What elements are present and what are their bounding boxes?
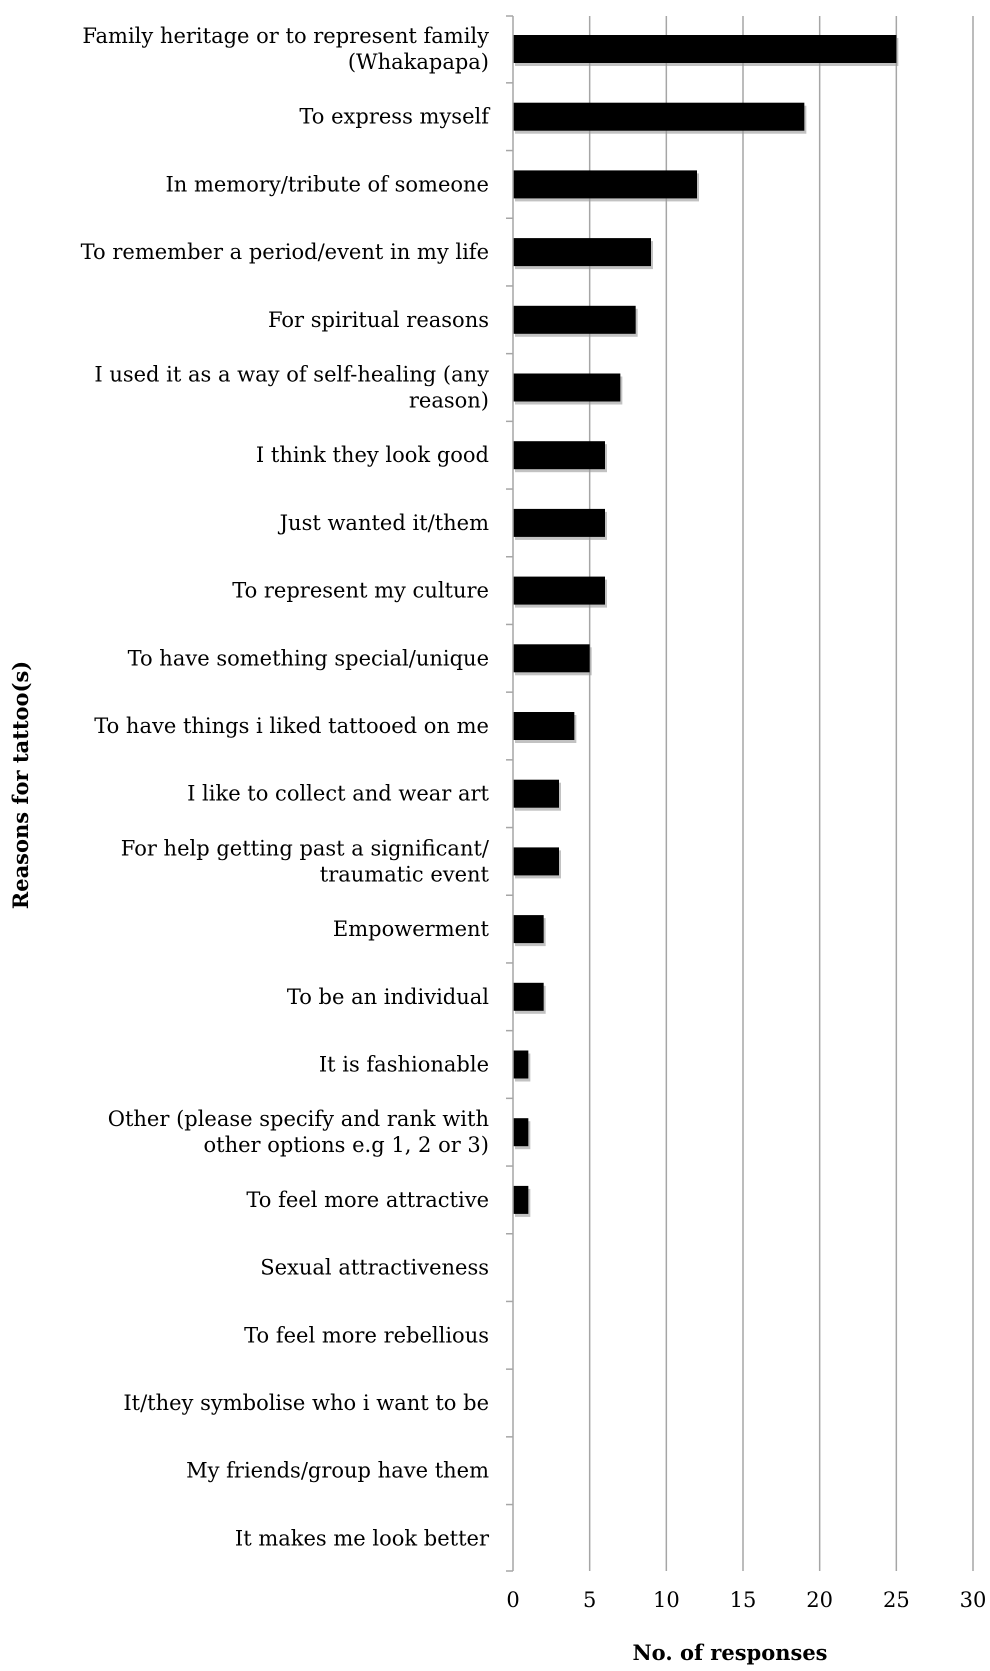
gridlines [588, 16, 974, 1571]
category-label: It makes me look better [235, 1526, 490, 1550]
category-label: I think they look good [256, 443, 489, 467]
category-label: To express myself [299, 105, 491, 129]
category-label: To feel more rebellious [244, 1323, 489, 1347]
category-label: To have things i liked tattooed on me [94, 714, 489, 738]
bar [513, 847, 559, 876]
bar [513, 1185, 529, 1214]
bar [513, 779, 559, 808]
category-label: For spiritual reasons [268, 308, 489, 332]
category-label: Empowerment [333, 917, 490, 941]
bar [513, 373, 621, 402]
bars [513, 35, 899, 1217]
bar [513, 576, 605, 605]
x-tick-label: 15 [730, 1588, 757, 1612]
category-label: It is fashionable [319, 1053, 489, 1077]
x-tick-label: 25 [883, 1588, 910, 1612]
bar [513, 238, 651, 267]
bar [513, 712, 575, 740]
category-label: In memory/tribute of someone [165, 172, 489, 196]
category-label: To feel more attractive [246, 1188, 489, 1212]
x-tick-label: 20 [806, 1588, 833, 1612]
bar [513, 982, 544, 1011]
category-label: My friends/group have them [186, 1459, 489, 1483]
category-label: To remember a period/event in my life [81, 240, 489, 264]
category-label: It/they symbolise who i want to be [123, 1391, 489, 1415]
category-label: For help getting past a significant/trau… [121, 836, 490, 886]
category-label: Just wanted it/them [278, 511, 489, 535]
bar [513, 305, 636, 334]
bar [513, 35, 897, 63]
bar [513, 915, 544, 944]
category-label: I like to collect and wear art [187, 782, 489, 806]
bar [513, 644, 590, 673]
bar [513, 102, 805, 131]
category-label: To represent my culture [232, 579, 489, 603]
category-label: I used it as a way of self-healing (any r… [94, 363, 489, 413]
bar [513, 441, 605, 470]
x-tick-label: 10 [653, 1588, 680, 1612]
bar [513, 1118, 529, 1147]
category-labels: Family heritage or to represent family (W… [81, 24, 492, 1550]
x-tick-label: 0 [506, 1588, 519, 1612]
category-label: To have something special/unique [128, 646, 489, 670]
x-axis-title: No. of responses [632, 1640, 827, 1665]
x-tick-label: 5 [583, 1588, 596, 1612]
category-label: Other (please specify and rank with other… [108, 1107, 489, 1157]
category-label: Sexual attractiveness [260, 1256, 489, 1280]
bar [513, 1050, 529, 1079]
bar [513, 170, 697, 199]
x-tick-labels: 0 5 10 15 20 25 30 [506, 1588, 986, 1612]
y-axis [506, 15, 514, 1572]
x-tick-label: 30 [960, 1588, 987, 1612]
bar [513, 508, 605, 537]
category-label: To be an individual [287, 985, 489, 1009]
category-label: Family heritage or to represent family (W… [82, 24, 489, 74]
y-axis-title: Reasons for tattoo(s) [8, 661, 33, 909]
